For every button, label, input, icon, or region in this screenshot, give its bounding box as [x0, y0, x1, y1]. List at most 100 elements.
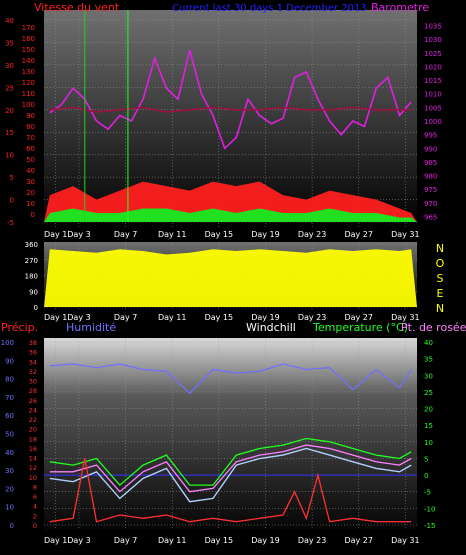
precip-line	[49, 458, 412, 523]
windchill-legend: Windchill	[246, 321, 296, 334]
x-tick-label: Day 19	[251, 230, 280, 239]
direction-label: S	[437, 272, 444, 285]
y-tick-label: 20	[5, 107, 14, 115]
y-tick-label: 25	[5, 84, 14, 92]
y-tick-label: 965	[424, 214, 437, 222]
y-tick-label: 60	[5, 412, 14, 420]
x-tick-label: Day 15	[205, 536, 234, 545]
precip-tick-label: 6	[33, 493, 37, 501]
x-tick-label: Day 1	[44, 536, 67, 545]
x-tick-label: Day 23	[298, 230, 327, 239]
x-tick-label: Day 23	[298, 313, 327, 322]
x-tick-label: Day 19	[251, 313, 280, 322]
precip-tick-label: 30	[29, 378, 37, 386]
y-tick-label: 1025	[424, 50, 442, 58]
x-tick-label: Day 3	[67, 313, 90, 322]
x-tick-label: Day 7	[114, 536, 137, 545]
precip-tick-label: 14	[29, 455, 37, 463]
wind-inner-tick-label: 90	[26, 112, 35, 120]
y-tick-label: 1035	[424, 22, 442, 30]
wind-inner-tick-label: 140	[22, 57, 35, 65]
x-tick-label: Day 11	[158, 230, 187, 239]
y-tick-label: 90	[29, 288, 38, 296]
y-tick-label: -15	[424, 522, 435, 530]
precip-tick-label: 16	[29, 445, 37, 453]
precip-tick-label: 34	[29, 358, 37, 366]
wind-inner-tick-label: 150	[22, 46, 35, 54]
y-tick-label: 20	[424, 406, 433, 414]
y-tick-label: 995	[424, 132, 437, 140]
y-tick-label: 35	[424, 356, 433, 364]
x-tick-label: Day 31	[391, 536, 420, 545]
y-tick-label: 1000	[424, 118, 442, 126]
precip-tick-label: 2	[33, 512, 37, 520]
x-tick-label: Day 27	[344, 536, 373, 545]
y-tick-label: 990	[424, 145, 437, 153]
wind-inner-tick-label: 110	[22, 90, 35, 98]
x-tick-label: Day 27	[344, 313, 373, 322]
x-tick-label: Day 11	[158, 536, 187, 545]
temperature-legend: Temperature (°C)	[312, 321, 408, 334]
x-tick-label: Day 23	[298, 536, 327, 545]
wind-inner-tick-label: 130	[22, 68, 35, 76]
y-tick-label: 20	[5, 485, 14, 493]
y-tick-label: -10	[424, 505, 435, 513]
wind-inner-tick-label: 170	[22, 24, 35, 32]
wind-axis-label: Vitesse du vent	[34, 1, 120, 14]
wind-inner-tick-label: 40	[26, 167, 35, 175]
y-tick-label: 0	[34, 304, 38, 312]
x-tick-label: Day 1	[44, 230, 67, 239]
x-tick-label: Day 15	[205, 313, 234, 322]
x-tick-label: Day 7	[114, 313, 137, 322]
barometer-line	[49, 49, 412, 150]
y-tick-label: 90	[5, 357, 14, 365]
precip-tick-label: 28	[29, 387, 37, 395]
x-tick-label: Day 11	[158, 313, 187, 322]
y-tick-label: 0	[10, 522, 14, 530]
y-tick-label: 0	[10, 197, 14, 205]
y-tick-label: 1015	[424, 77, 442, 85]
wind-average-line	[49, 106, 412, 113]
x-tick-label: Day 15	[205, 230, 234, 239]
x-tick-label: Day 31	[391, 313, 420, 322]
barometer-axis-label: Barometre	[371, 1, 429, 14]
wind-speed-area	[44, 208, 417, 222]
direction-label: N	[436, 242, 444, 255]
y-tick-label: 25	[424, 389, 433, 397]
y-tick-label: 100	[1, 339, 14, 347]
y-tick-label: 1030	[424, 36, 442, 44]
wind-inner-tick-label: 80	[26, 123, 35, 131]
precip-tick-label: 8	[33, 483, 37, 491]
y-tick-label: 40	[5, 17, 14, 25]
dewpoint-line	[49, 444, 412, 493]
wind-inner-tick-label: 60	[26, 145, 35, 153]
y-tick-label: 985	[424, 159, 437, 167]
y-tick-label: 10	[424, 439, 433, 447]
y-tick-label: 50	[5, 431, 14, 439]
y-tick-label: -5	[424, 489, 431, 497]
y-tick-label: 30	[5, 62, 14, 70]
x-tick-label: Day 19	[251, 536, 280, 545]
precip-tick-label: 24	[29, 406, 37, 414]
windchill-line	[49, 447, 412, 503]
panel3-background	[44, 338, 417, 530]
wind-inner-tick-label: 100	[22, 101, 35, 109]
precip-tick-label: 0	[33, 522, 37, 530]
y-tick-label: 30	[5, 467, 14, 475]
temperature-line	[49, 437, 412, 487]
precip-tick-label: 20	[29, 426, 37, 434]
y-tick-label: 360	[25, 241, 38, 249]
y-tick-label: 270	[25, 257, 38, 265]
wind-inner-tick-label: 120	[22, 79, 35, 87]
precip-tick-label: 36	[29, 349, 37, 357]
y-tick-label: 15	[5, 129, 14, 137]
y-tick-label: 1020	[424, 63, 442, 71]
precip-tick-label: 12	[29, 464, 37, 472]
x-tick-label: Day 27	[344, 230, 373, 239]
y-tick-label: 10	[5, 504, 14, 512]
wind-inner-tick-label: 70	[26, 134, 35, 142]
y-tick-label: -5	[7, 219, 14, 227]
y-tick-label: 0	[424, 472, 428, 480]
wind-inner-tick-label: 30	[26, 178, 35, 186]
